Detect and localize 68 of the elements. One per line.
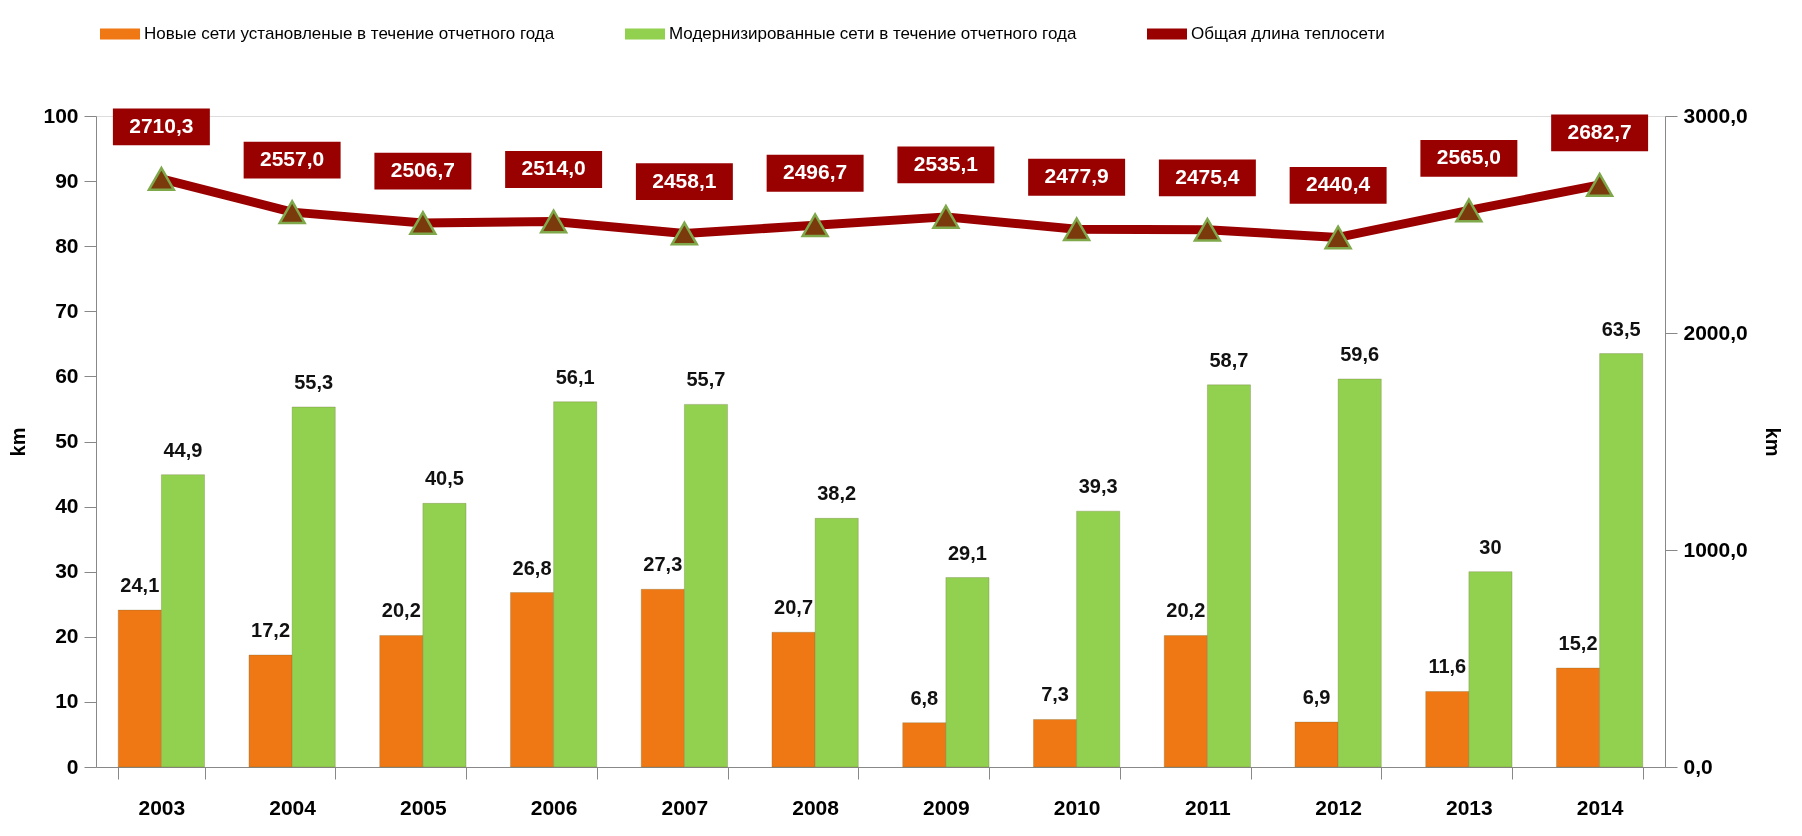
y-axis-title: km	[7, 427, 30, 457]
x-tick-label: 2005	[400, 795, 448, 819]
y2-tick-label: 0,0	[1683, 754, 1713, 778]
data-label: 44,9	[163, 438, 203, 461]
x-tick-label: 2012	[1315, 795, 1362, 819]
data-label: 6,8	[910, 686, 939, 709]
data-label: 30	[1479, 535, 1502, 558]
x-tick-label: 2007	[661, 795, 709, 819]
data-label: 58,7	[1209, 348, 1249, 371]
data-label: 11,6	[1428, 655, 1467, 678]
x-tick-label: 2004	[269, 795, 317, 819]
x-tick-label: 2010	[1053, 795, 1101, 819]
legend-label: Новые сети установленые в течение отчетного года	[144, 24, 555, 43]
data-label: 24,1	[120, 574, 160, 597]
y-tick-label: 50	[55, 429, 79, 452]
data-label: 7,3	[1041, 683, 1069, 706]
data-label: 6,9	[1302, 686, 1331, 709]
data-label: 2514,0	[521, 156, 586, 180]
data-label: 2710,3	[129, 113, 194, 137]
y2-tick-label: 1000,0	[1683, 537, 1748, 561]
data-label: 29,1	[947, 541, 987, 564]
x-tick-label: 2009	[923, 795, 970, 819]
data-label: 2557,0	[260, 147, 325, 171]
y-tick-label: 90	[55, 168, 79, 192]
data-label: 2458,1	[652, 168, 717, 192]
data-label: 2535,1	[913, 151, 979, 175]
data-label: 56,1	[555, 365, 595, 388]
y2-tick-label: 2000,0	[1683, 320, 1748, 344]
data-label: 39,3	[1078, 475, 1118, 498]
y-tick-label: 20	[55, 624, 79, 648]
y-tick-label: 40	[55, 494, 79, 518]
data-label: 59,6	[1340, 343, 1380, 365]
y-tick-label: 30	[55, 559, 79, 583]
data-label: 27,3	[643, 553, 683, 576]
data-label: 20,2	[381, 599, 421, 622]
data-label: 38,2	[817, 482, 857, 505]
x-tick-label: 2008	[792, 795, 840, 819]
x-tick-label: 2006	[530, 795, 578, 819]
x-tick-label: 2011	[1185, 795, 1231, 819]
y-tick-label: 70	[55, 298, 79, 322]
data-label: 55,7	[686, 368, 726, 391]
x-tick-label: 2013	[1446, 795, 1493, 819]
y-tick-label: 100	[43, 103, 79, 127]
data-label: 55,3	[294, 371, 334, 393]
data-label: 2682,7	[1567, 119, 1632, 143]
y-tick-label: 80	[55, 233, 79, 257]
data-label: 63,5	[1601, 317, 1641, 340]
x-tick-label: 2003	[138, 795, 186, 819]
y2-axis-title: km	[1761, 427, 1784, 457]
data-label: 26,8	[512, 556, 552, 579]
data-label: 2440,4	[1306, 172, 1371, 196]
data-label: 17,2	[251, 619, 291, 642]
data-label: 2475,4	[1175, 164, 1240, 188]
data-label: 2565,0	[1436, 145, 1501, 169]
y-tick-label: 60	[55, 363, 79, 387]
data-label: 40,5	[424, 467, 464, 490]
y-tick-label: 10	[55, 689, 79, 713]
data-label: 20,7	[774, 596, 814, 619]
data-label: 2477,9	[1044, 164, 1109, 188]
data-label: 15,2	[1558, 632, 1598, 655]
y2-tick-label: 3000,0	[1683, 103, 1748, 127]
data-label: 20,2	[1166, 599, 1206, 622]
legend-label: Общая длина теплосети	[1191, 24, 1385, 43]
x-tick-label: 2014	[1576, 795, 1624, 819]
y-tick-label: 0	[66, 754, 79, 778]
data-label: 2506,7	[390, 158, 455, 182]
legend-label: Модернизированные сети в течение отчетного года	[669, 24, 1077, 43]
data-label: 2496,7	[783, 160, 848, 184]
